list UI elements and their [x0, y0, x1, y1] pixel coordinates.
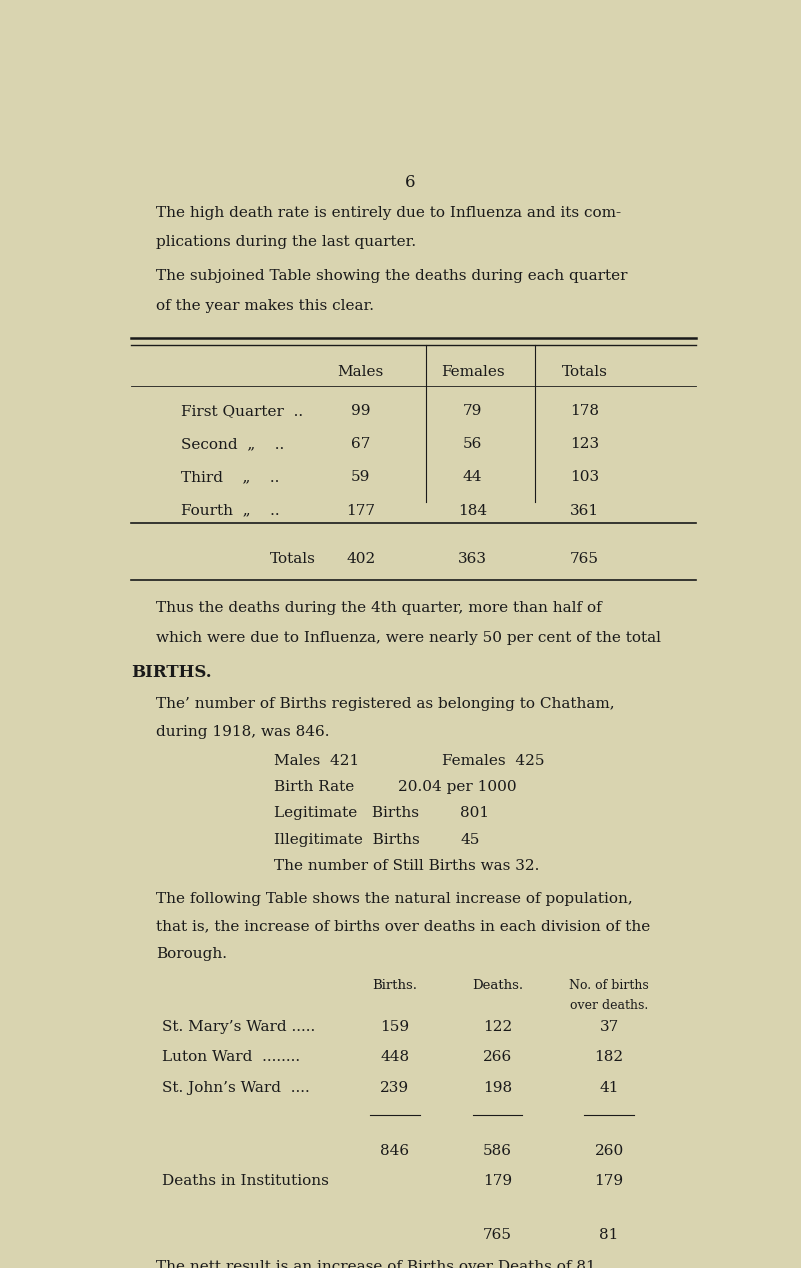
Text: Males  421: Males 421	[274, 753, 359, 767]
Text: 177: 177	[346, 503, 376, 517]
Text: during 1918, was 846.: during 1918, was 846.	[156, 725, 329, 739]
Text: Thus the deaths during the 4th quarter, more than half of: Thus the deaths during the 4th quarter, …	[156, 601, 602, 615]
Text: Fourth  „    ..: Fourth „ ..	[181, 503, 280, 517]
Text: 103: 103	[570, 470, 599, 484]
Text: The high death rate is entirely due to Influenza and its com-: The high death rate is entirely due to I…	[156, 205, 621, 219]
Text: St. Mary’s Ward .....: St. Mary’s Ward .....	[162, 1021, 316, 1035]
Text: Females  425: Females 425	[441, 753, 544, 767]
Text: 6: 6	[405, 174, 416, 190]
Text: 239: 239	[380, 1080, 409, 1094]
Text: Luton Ward  ........: Luton Ward ........	[162, 1050, 300, 1064]
Text: 846: 846	[380, 1144, 409, 1158]
Text: 586: 586	[483, 1144, 512, 1158]
Text: Deaths.: Deaths.	[472, 979, 523, 992]
Text: 363: 363	[458, 553, 487, 567]
Text: Deaths in Institutions: Deaths in Institutions	[162, 1174, 329, 1188]
Text: Totals: Totals	[562, 365, 607, 379]
Text: 99: 99	[351, 404, 371, 418]
Text: Illegitimate  Births: Illegitimate Births	[274, 833, 420, 847]
Text: Males: Males	[338, 365, 384, 379]
Text: Legitimate   Births: Legitimate Births	[274, 806, 419, 820]
Text: The number of Still Births was 32.: The number of Still Births was 32.	[274, 858, 539, 874]
Text: 20.04 per 1000: 20.04 per 1000	[398, 780, 517, 794]
Text: 59: 59	[351, 470, 371, 484]
Text: 159: 159	[380, 1021, 409, 1035]
Text: 801: 801	[460, 806, 489, 820]
Text: The following Table shows the natural increase of population,: The following Table shows the natural in…	[156, 893, 633, 907]
Text: Totals: Totals	[270, 553, 316, 567]
Text: No. of births: No. of births	[570, 979, 649, 992]
Text: 45: 45	[460, 833, 480, 847]
Text: 41: 41	[599, 1080, 619, 1094]
Text: 182: 182	[594, 1050, 624, 1064]
Text: Births.: Births.	[372, 979, 417, 992]
Text: 448: 448	[380, 1050, 409, 1064]
Text: St. John’s Ward  ....: St. John’s Ward ....	[162, 1080, 310, 1094]
Text: The’ number of Births registered as belonging to Chatham,: The’ number of Births registered as belo…	[156, 697, 614, 711]
Text: 361: 361	[570, 503, 599, 517]
Text: 81: 81	[599, 1229, 619, 1243]
Text: 56: 56	[463, 437, 482, 451]
Text: 402: 402	[346, 553, 376, 567]
Text: First Quarter  ..: First Quarter ..	[181, 404, 303, 418]
Text: Birth Rate: Birth Rate	[274, 780, 354, 794]
Text: The subjoined Table showing the deaths during each quarter: The subjoined Table showing the deaths d…	[156, 269, 627, 283]
Text: The nett result is an increase of Births over Deaths of 81: The nett result is an increase of Births…	[156, 1260, 596, 1268]
Text: 79: 79	[463, 404, 482, 418]
Text: plications during the last quarter.: plications during the last quarter.	[156, 235, 417, 249]
Text: Borough.: Borough.	[156, 947, 227, 961]
Text: which were due to Influenza, were nearly 50 per cent of the total: which were due to Influenza, were nearly…	[156, 630, 661, 644]
Text: Second  „    ..: Second „ ..	[181, 437, 284, 451]
Text: 179: 179	[594, 1174, 624, 1188]
Text: 123: 123	[570, 437, 599, 451]
Text: 179: 179	[483, 1174, 512, 1188]
Text: over deaths.: over deaths.	[570, 999, 648, 1012]
Text: 184: 184	[458, 503, 487, 517]
Text: 260: 260	[594, 1144, 624, 1158]
Text: 67: 67	[351, 437, 371, 451]
Text: BIRTHS.: BIRTHS.	[131, 663, 211, 681]
Text: 44: 44	[463, 470, 482, 484]
Text: Third    „    ..: Third „ ..	[181, 470, 280, 484]
Text: that is, the increase of births over deaths in each division of the: that is, the increase of births over dea…	[156, 919, 650, 933]
Text: Females: Females	[441, 365, 505, 379]
Text: 37: 37	[599, 1021, 619, 1035]
Text: 765: 765	[483, 1229, 512, 1243]
Text: 765: 765	[570, 553, 599, 567]
Text: 198: 198	[483, 1080, 512, 1094]
Text: 178: 178	[570, 404, 599, 418]
Text: 266: 266	[483, 1050, 512, 1064]
Text: 122: 122	[483, 1021, 512, 1035]
Text: of the year makes this clear.: of the year makes this clear.	[156, 299, 374, 313]
